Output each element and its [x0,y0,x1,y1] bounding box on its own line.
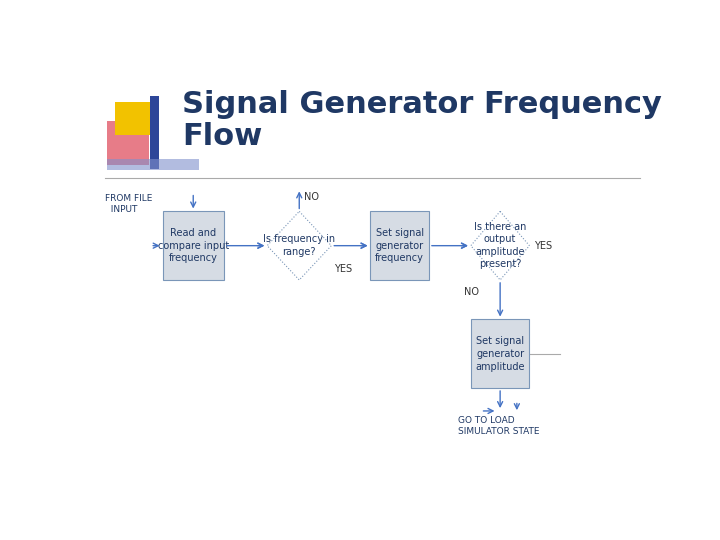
Text: Set signal
generator
amplitude: Set signal generator amplitude [475,336,525,372]
Text: Signal Generator Frequency
Flow: Signal Generator Frequency Flow [182,90,662,151]
Text: Set signal
generator
frequency: Set signal generator frequency [375,228,424,264]
Polygon shape [471,211,529,280]
Text: Is frequency in
range?: Is frequency in range? [264,234,336,257]
Text: Read and
compare input
frequency: Read and compare input frequency [158,228,229,264]
Text: FROM FILE
  INPUT: FROM FILE INPUT [105,194,153,214]
Text: YES: YES [334,264,352,274]
Text: YES: YES [534,241,552,251]
Polygon shape [267,211,331,280]
Text: GO TO LOAD
SIMULATOR STATE: GO TO LOAD SIMULATOR STATE [459,416,540,436]
Text: NO: NO [464,287,479,298]
Polygon shape [115,102,154,136]
Bar [107,159,199,170]
Bar [370,211,429,280]
Bar [150,96,159,168]
Bar [163,211,224,280]
Text: NO: NO [304,192,319,202]
Bar [471,320,529,388]
Polygon shape [107,121,148,165]
Text: Is there an
output
amplitude
present?: Is there an output amplitude present? [474,222,526,269]
